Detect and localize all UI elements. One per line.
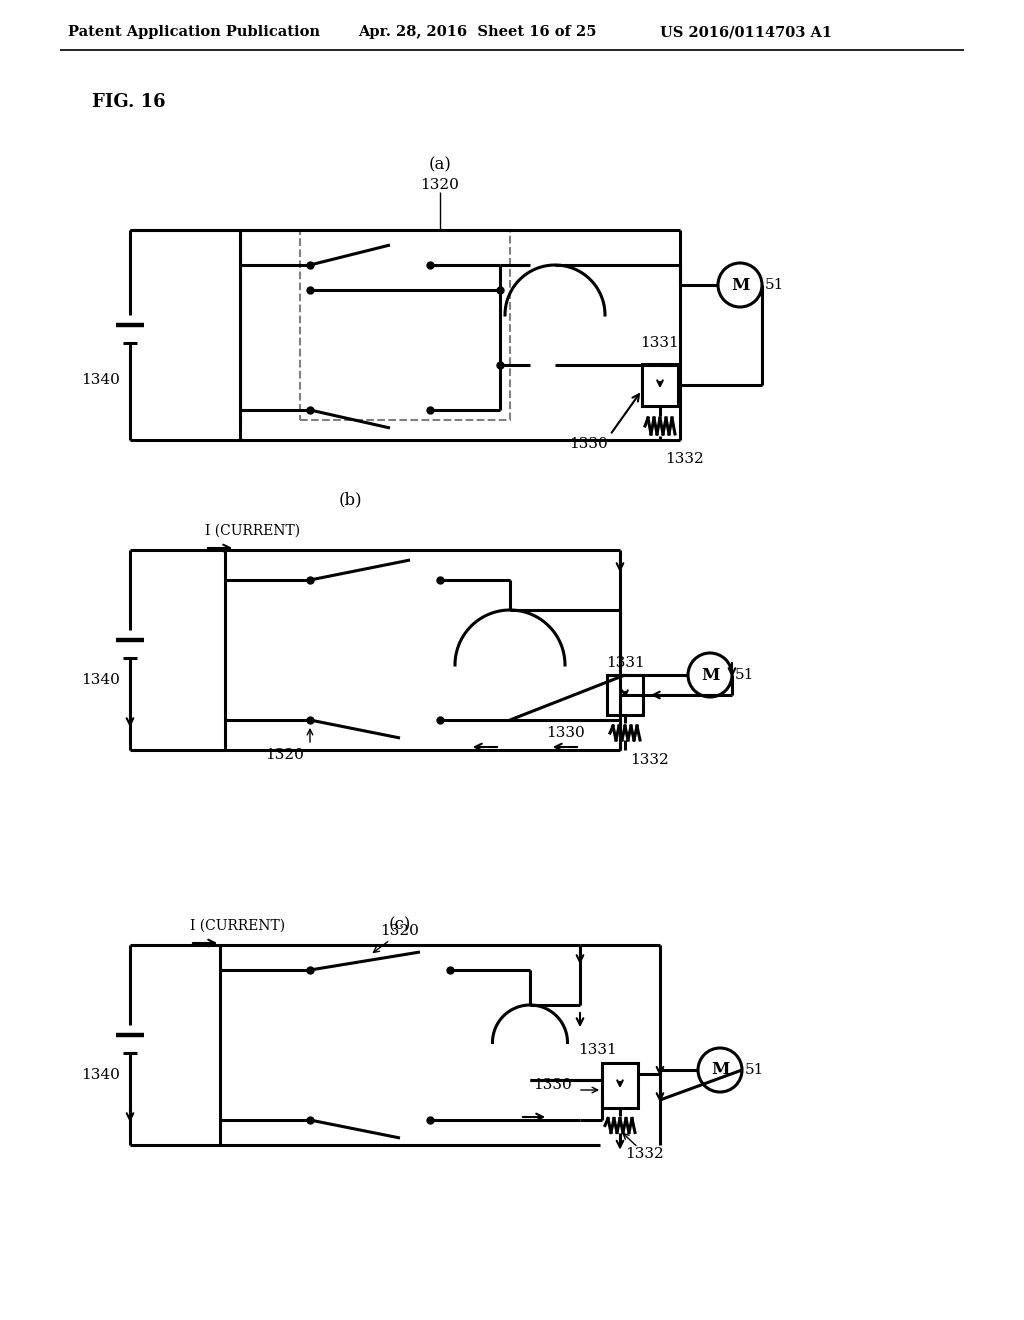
Text: 1330: 1330: [546, 726, 585, 741]
Text: 1330: 1330: [534, 1078, 572, 1092]
Text: 1331: 1331: [641, 337, 679, 350]
Text: 1340: 1340: [81, 374, 120, 387]
Text: 1320: 1320: [380, 924, 419, 939]
Text: 1340: 1340: [81, 673, 120, 686]
Bar: [607, 675, 643, 715]
Text: 1320: 1320: [265, 748, 304, 762]
Text: US 2016/0114703 A1: US 2016/0114703 A1: [660, 25, 833, 40]
Text: M: M: [700, 667, 719, 684]
Text: Patent Application Publication: Patent Application Publication: [68, 25, 319, 40]
Text: I (CURRENT): I (CURRENT): [205, 524, 300, 539]
Text: M: M: [731, 276, 750, 293]
Bar: [300, 230, 510, 420]
Text: I (CURRENT): I (CURRENT): [190, 919, 285, 933]
Text: 1331: 1331: [605, 656, 644, 671]
Text: 1331: 1331: [579, 1044, 617, 1057]
Bar: [602, 1063, 638, 1107]
Circle shape: [718, 263, 762, 308]
Circle shape: [698, 1048, 742, 1092]
Text: (b): (b): [338, 491, 361, 508]
Text: (a): (a): [429, 157, 452, 173]
Text: 1332: 1332: [665, 451, 703, 466]
Text: 1320: 1320: [421, 178, 460, 191]
Text: 1332: 1332: [630, 752, 669, 767]
Text: Apr. 28, 2016  Sheet 16 of 25: Apr. 28, 2016 Sheet 16 of 25: [358, 25, 597, 40]
Text: 1340: 1340: [81, 1068, 120, 1082]
Text: 1332: 1332: [625, 1147, 664, 1162]
Text: 51: 51: [765, 279, 784, 292]
Text: 1330: 1330: [569, 437, 608, 451]
Text: (c): (c): [389, 916, 412, 933]
Text: M: M: [711, 1061, 729, 1078]
Bar: [642, 364, 678, 407]
Text: 51: 51: [745, 1063, 764, 1077]
Text: FIG. 16: FIG. 16: [92, 92, 166, 111]
Text: 51: 51: [735, 668, 755, 682]
Circle shape: [688, 653, 732, 697]
